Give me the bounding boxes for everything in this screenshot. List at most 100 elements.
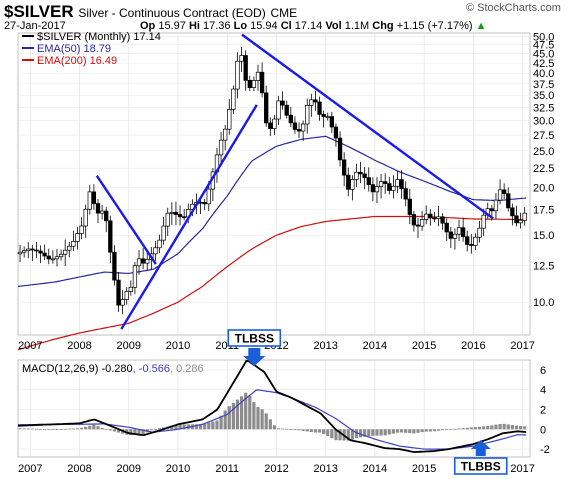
macd-histogram-bar <box>523 426 527 430</box>
candle <box>317 101 322 115</box>
macd-histogram-bar <box>55 429 59 431</box>
macd-histogram-bar <box>482 426 486 430</box>
candle <box>432 217 437 220</box>
candle <box>38 250 43 254</box>
date-label: 27-Jan-2017 <box>4 20 66 32</box>
macd-histogram-bar <box>477 426 482 430</box>
candle <box>202 202 207 205</box>
candle <box>124 291 129 300</box>
macd-histogram-bar <box>289 429 293 430</box>
legend-label: EMA(200) 16.49 <box>37 55 117 67</box>
macd-histogram-bar <box>170 425 174 430</box>
x-tick-label: 2014 <box>363 463 387 475</box>
candle <box>329 116 334 128</box>
candle <box>128 286 133 292</box>
macd-histogram-bar <box>506 424 510 430</box>
macd-histogram-bar <box>322 429 326 434</box>
legend-label: $SILVER (Monthly) 17.14 <box>37 31 161 43</box>
candle <box>473 236 478 246</box>
y-tick-label: 15.0 <box>533 230 554 242</box>
candle <box>374 186 380 193</box>
x-tick-label: 2011 <box>215 463 239 475</box>
x-tick-label: 2014 <box>363 340 387 352</box>
candle <box>419 219 425 227</box>
macd-histogram-bar <box>371 429 375 436</box>
macd-histogram-bar <box>358 429 363 438</box>
macd-histogram-bar <box>317 429 322 433</box>
candle <box>300 123 306 132</box>
brand-logo: © StockCharts.com <box>466 2 561 14</box>
macd-histogram-bar <box>309 429 313 432</box>
macd-histogram-bar <box>399 429 404 433</box>
macd-histogram-bar <box>383 429 387 436</box>
macd-histogram-bar <box>239 396 244 430</box>
candle <box>415 224 421 227</box>
macd-histogram-bar <box>96 426 100 430</box>
candle <box>173 212 179 215</box>
annotation-label: TLBBS <box>461 460 501 474</box>
macd-histogram-bar <box>30 428 34 430</box>
macd-histogram-bar <box>34 428 39 430</box>
macd-legend-part: MACD(12,26,9) -0.280 <box>22 363 133 375</box>
candle <box>284 104 289 116</box>
macd-histogram-bar <box>461 428 465 430</box>
candle <box>239 55 244 62</box>
candle <box>276 100 281 120</box>
candle <box>465 236 470 245</box>
x-tick-label: 2015 <box>412 340 436 352</box>
candle <box>337 137 343 161</box>
macd-histogram-bar <box>264 413 268 430</box>
candle <box>440 216 445 224</box>
candle <box>153 247 158 255</box>
macd-histogram-bar <box>272 425 277 430</box>
macd-histogram-bar <box>88 425 92 430</box>
y-tick-label: 6 <box>540 365 546 377</box>
macd-histogram-bar <box>469 427 473 430</box>
macd-histogram-bar <box>416 429 420 433</box>
macd-histogram-bar <box>436 429 441 431</box>
candle <box>87 191 92 210</box>
trendline-down-2011 <box>241 33 494 220</box>
macd-histogram-bar <box>260 409 264 430</box>
macd-histogram-bar <box>375 429 379 436</box>
macd-histogram-bar <box>43 429 47 430</box>
macd-histogram-bar <box>22 428 26 430</box>
macd-histogram-bar <box>59 429 63 430</box>
macd-histogram-bar <box>395 429 400 433</box>
candle <box>95 203 101 214</box>
macd-histogram-bar <box>449 429 453 430</box>
candle <box>42 252 47 257</box>
candle <box>436 216 441 219</box>
macd-histogram-bar <box>244 392 248 430</box>
macd-histogram-bar <box>297 429 301 431</box>
candle <box>358 171 363 175</box>
candle <box>378 181 384 187</box>
macd-histogram-bar <box>490 425 494 430</box>
candle <box>518 219 523 224</box>
x-tick-label: 2013 <box>313 340 337 352</box>
candle <box>157 239 162 249</box>
candle <box>63 249 68 255</box>
candle <box>243 55 248 81</box>
macd-histogram-bar <box>379 429 383 436</box>
x-tick-label: 2015 <box>412 463 436 475</box>
candle <box>362 173 367 179</box>
macd-histogram-bar <box>276 428 281 430</box>
close-value: 17.14 <box>294 20 323 32</box>
candle <box>50 258 56 261</box>
arrow-up-icon <box>470 440 491 456</box>
candle <box>497 189 503 201</box>
low-value: 15.94 <box>250 20 278 32</box>
macd-histogram-bar <box>473 427 478 430</box>
candle <box>235 60 240 90</box>
candle <box>460 227 466 238</box>
candle <box>198 201 203 204</box>
candle <box>292 122 298 130</box>
y-tick-label: 10.0 <box>533 297 554 309</box>
macd-histogram-bar <box>465 427 469 430</box>
candle <box>296 129 302 132</box>
candle <box>30 248 35 251</box>
macd-histogram-bar <box>412 429 416 434</box>
macd-histogram-bar <box>408 429 412 434</box>
y-tick-label: 32.5 <box>533 102 554 114</box>
